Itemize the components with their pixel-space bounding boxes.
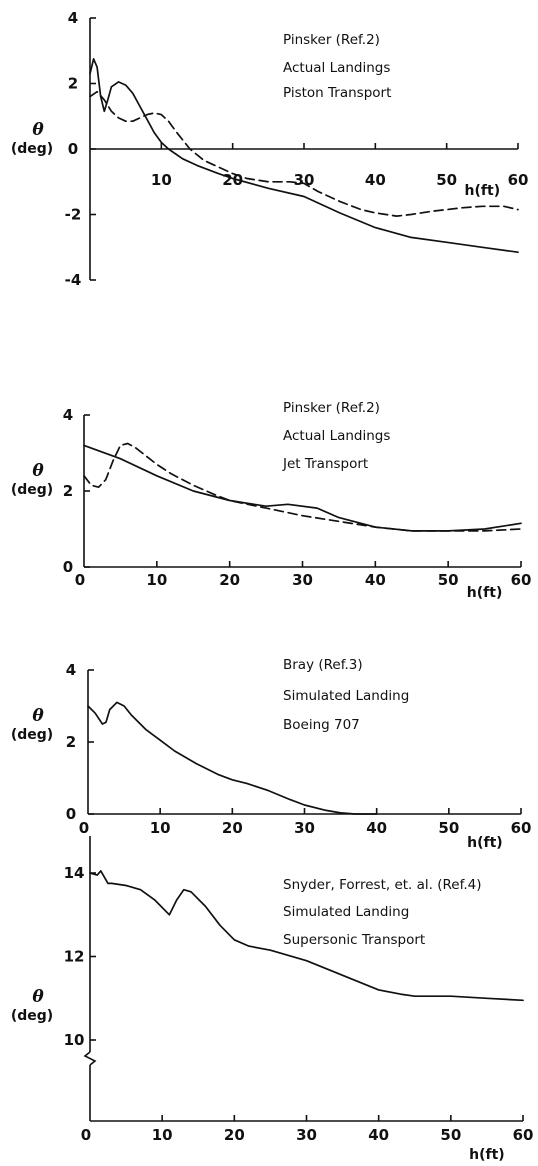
y-tick-label: -2 [65, 206, 82, 224]
y-tick-label: 12 [64, 948, 85, 966]
annotation-line: Pinsker (Ref.2) [283, 32, 380, 48]
annotation-line: Supersonic Transport [283, 932, 425, 948]
x-tick-label: 60 [508, 171, 529, 189]
x-tick-label: 0 [75, 571, 85, 589]
x-tick-label: 40 [368, 1126, 389, 1144]
y-tick-label: 0 [63, 558, 73, 576]
chart-4: 14 12 10 0 10 20 30 40 50 60 h(ft) θ(deg) Snyder, Fo… [11, 836, 534, 1163]
annotation-line: Piston Transport [283, 85, 391, 101]
y-tick-label: -4 [65, 271, 82, 289]
x-tick-label: 10 [150, 819, 171, 837]
y-tick-label: 0 [66, 805, 76, 823]
x-tick-label: 50 [440, 1126, 461, 1144]
x-axis-title: h(ft) [465, 183, 501, 199]
x-tick-label: 50 [438, 571, 459, 589]
y-axis-unit: (deg) [11, 1008, 53, 1024]
y-tick-label: 10 [64, 1031, 85, 1049]
x-tick-label: 20 [219, 571, 240, 589]
y-tick-label: 2 [63, 482, 73, 500]
series-line-solid [87, 701, 378, 815]
y-axis-symbol: θ [32, 120, 44, 140]
x-tick-label: 10 [151, 171, 172, 189]
x-tick-label: 50 [438, 819, 459, 837]
x-axis-title: h(ft) [467, 585, 503, 601]
axis-break-mark [83, 1051, 97, 1066]
x-tick-label: 10 [146, 571, 167, 589]
y-tick-label: 4 [66, 661, 76, 679]
x-tick-label: 50 [436, 171, 457, 189]
y-tick-label: 4 [63, 406, 73, 424]
x-tick-label: 40 [365, 171, 386, 189]
x-axis-title: h(ft) [467, 835, 503, 851]
annotation-line: Simulated Landing [283, 904, 409, 920]
x-tick-label: 30 [294, 171, 315, 189]
y-tick-label: 2 [66, 733, 76, 751]
y-tick-label: 0 [68, 140, 78, 158]
x-tick-label: 60 [513, 1126, 534, 1144]
annotation-line: Pinsker (Ref.2) [283, 400, 380, 416]
x-tick-label: 40 [366, 819, 387, 837]
x-tick-label: 30 [294, 819, 315, 837]
x-tick-label: 30 [296, 1126, 317, 1144]
y-axis-symbol: θ [32, 706, 44, 726]
annotation-line: Actual Landings [283, 428, 390, 444]
chart-1: 420-2-410 20 30 40 50 60h(ft)θ(deg)Pinsker (R… [11, 9, 529, 289]
x-tick-label: 30 [292, 571, 313, 589]
x-axis-title: h(ft) [469, 1147, 505, 1163]
y-axis-symbol: θ [32, 461, 44, 481]
x-tick-label: 40 [365, 571, 386, 589]
y-tick-label: 14 [64, 864, 85, 882]
annotation-line: Snyder, Forrest, et. al. (Ref.4) [283, 877, 482, 893]
series-line-solid [89, 870, 524, 1002]
x-tick-label: 60 [511, 571, 532, 589]
y-tick-label: 2 [68, 75, 78, 93]
y-tick-label: 4 [68, 9, 78, 27]
y-axis-unit: (deg) [11, 482, 53, 498]
y-axis-unit: (deg) [11, 141, 53, 157]
annotation-line: Jet Transport [282, 456, 368, 472]
y-axis-unit: (deg) [11, 727, 53, 743]
x-tick-label: 0 [79, 819, 89, 837]
annotation-line: Actual Landings [283, 60, 390, 76]
x-tick-label: 20 [222, 819, 243, 837]
x-tick-label: 0 [81, 1126, 91, 1144]
annotation-line: Bray (Ref.3) [283, 657, 363, 673]
x-tick-label: 60 [511, 819, 532, 837]
x-tick-label: 20 [224, 1126, 245, 1144]
annotation-line: Boeing 707 [283, 717, 360, 733]
annotation-line: Simulated Landing [283, 688, 409, 704]
series-line-solid [89, 58, 519, 254]
series-line-dashed [83, 442, 522, 532]
y-axis-symbol: θ [32, 987, 44, 1007]
x-tick-label: 10 [152, 1126, 173, 1144]
series-line-dashed [89, 90, 519, 217]
